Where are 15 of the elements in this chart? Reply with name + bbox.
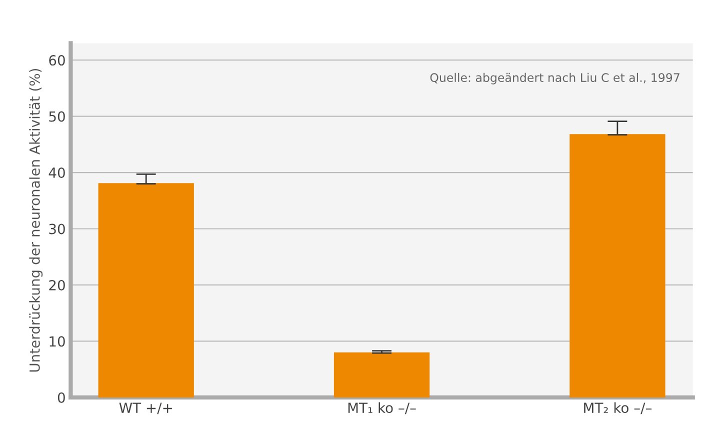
y-tick-label: 40 xyxy=(48,167,65,178)
x-tick-label: WT +/+ xyxy=(119,402,172,414)
y-axis-title: Unterdrückung der neuronalen Aktivität (%) xyxy=(29,68,43,372)
x-tick-label: MT₁ ko –/– xyxy=(348,402,416,414)
bar xyxy=(334,352,430,398)
bar xyxy=(98,183,194,398)
x-tick-label: MT₂ ko –/– xyxy=(584,402,652,414)
bar xyxy=(570,134,666,398)
y-tick-label: 50 xyxy=(49,111,65,122)
y-tick-label: 30 xyxy=(49,224,65,234)
y-tick-label: 0 xyxy=(58,392,65,403)
y-tick-label: 10 xyxy=(50,336,65,347)
y-tick-label: 60 xyxy=(49,55,65,66)
y-tick-label: 20 xyxy=(49,280,65,290)
annotation: Quelle: abgeändert nach Liu C et al., 1997 xyxy=(430,72,680,84)
